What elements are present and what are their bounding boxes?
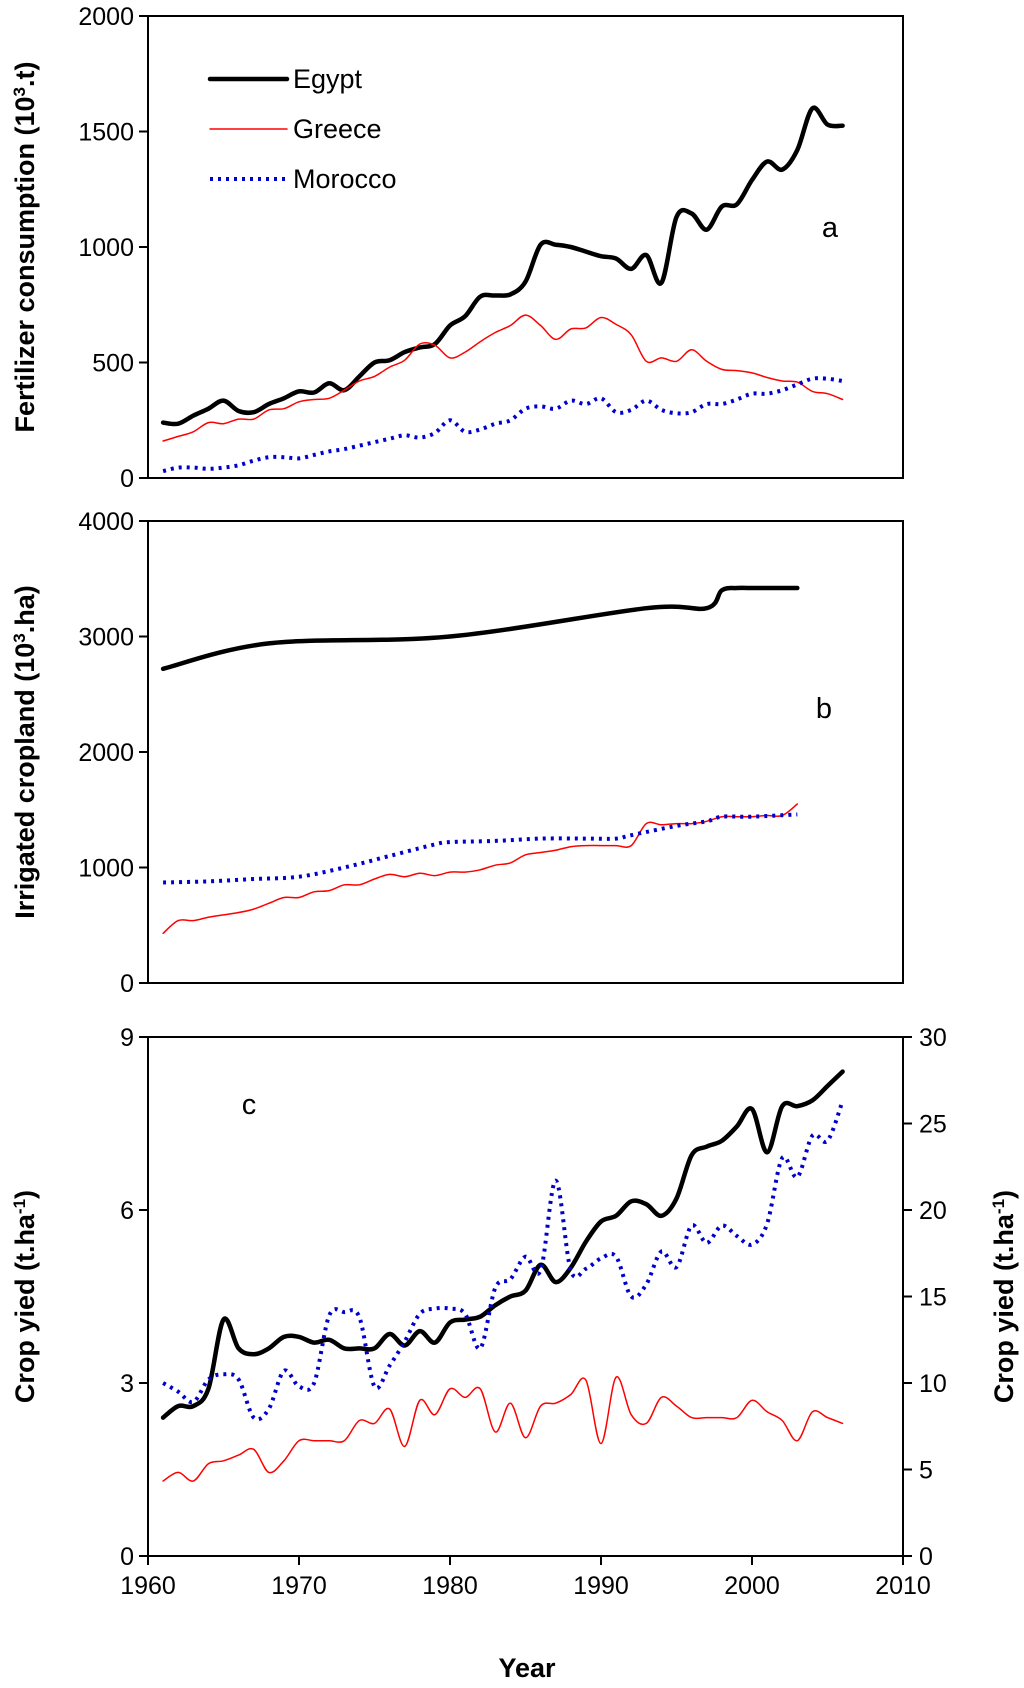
y-axis-title-text: Crop yied (t.ha — [10, 1213, 40, 1403]
series-line-greece — [162, 803, 799, 935]
y-tick-label: 2000 — [78, 739, 134, 767]
series-line-egypt — [160, 585, 800, 672]
x-tick-label: 1970 — [271, 1572, 327, 1600]
y-tick-label: 2000 — [78, 3, 134, 31]
panel-letter: b — [816, 693, 832, 725]
series-line-greece — [162, 314, 844, 442]
y-axis-title: Irrigated cropland (103.ha) — [10, 585, 41, 919]
y-tick-label: 4000 — [78, 508, 134, 536]
y-tick-label: 0 — [120, 970, 134, 998]
y-right-axis-title-superscript: -1 — [989, 1199, 1008, 1214]
y-axis-title-superscript: -1 — [10, 1199, 29, 1214]
series-line-egypt — [160, 105, 845, 427]
y-axis-title-text: Fertilizer consumption (10 — [10, 96, 40, 432]
x-axis-title: Year — [498, 1653, 556, 1683]
y-axis-title-suffix: ) — [10, 1190, 40, 1199]
y-tick-label: 3000 — [78, 624, 134, 652]
panel-letter: c — [242, 1089, 257, 1121]
series-line-egypt — [160, 1069, 845, 1420]
legend-label-greece: Greece — [293, 114, 382, 144]
y-right-tick-label: 25 — [919, 1111, 947, 1139]
legend-label-egypt: Egypt — [293, 64, 363, 94]
panel-b: 0 1000 2000 3000 4000 b — [78, 508, 904, 998]
y-right-tick-label: 30 — [919, 1024, 947, 1052]
series-line-greece — [162, 1376, 844, 1482]
x-tick-label: 1990 — [573, 1572, 629, 1600]
legend-label-morocco: Morocco — [293, 164, 397, 194]
y-axis-title: Fertilizer consumption (103.t) — [10, 61, 41, 432]
x-tick-label: 1980 — [422, 1572, 478, 1600]
y-right-tick-label: 20 — [919, 1197, 947, 1225]
y-axis-title-superscript: 3 — [10, 633, 29, 642]
y-right-tick-label: 0 — [919, 1543, 933, 1571]
y-axis-title-suffix: .ha) — [10, 585, 40, 633]
y-tick-label: 6 — [120, 1197, 134, 1225]
y-axis-title-text: Irrigated cropland (10 — [10, 643, 40, 919]
y-tick-label: 500 — [92, 350, 134, 378]
panel-c: 0 3 6 9 0 5 10 15 20 25 30 1960 1970 1980 1990 2000 2010… — [120, 1024, 947, 1600]
y-right-tick-label: 15 — [919, 1284, 947, 1312]
y-tick-label: 1500 — [78, 119, 134, 147]
x-tick-label: 1960 — [120, 1572, 176, 1600]
y-right-axis-title-text: Crop yied (t.ha — [989, 1213, 1019, 1403]
y-right-tick-label: 5 — [919, 1457, 933, 1485]
series-line-morocco — [163, 812, 798, 885]
plot-frame — [147, 520, 904, 984]
series-line-morocco — [162, 1100, 845, 1422]
y-tick-label: 1000 — [78, 855, 134, 883]
y-tick-label: 9 — [120, 1024, 134, 1052]
y-axis-title-superscript: 3 — [10, 87, 29, 96]
legend: Egypt Greece Morocco — [207, 64, 397, 194]
y-axis-title: Crop yied (t.ha-1) — [10, 1190, 41, 1403]
panel-a: 0 500 1000 1500 2000 a Egypt Greece Morocco — [78, 3, 904, 493]
series-line-morocco — [162, 376, 843, 474]
y-right-axis-title-suffix: ) — [989, 1190, 1019, 1199]
y-tick-label: 0 — [120, 465, 134, 493]
y-right-tick-label: 10 — [919, 1370, 947, 1398]
panel-letter: a — [822, 212, 839, 244]
y-tick-label: 0 — [120, 1543, 134, 1571]
y-right-axis-title: Crop yied (t.ha-1) — [989, 1190, 1020, 1403]
x-tick-label: 2000 — [724, 1572, 780, 1600]
plot-frame — [147, 1036, 904, 1557]
y-tick-label: 1000 — [78, 234, 134, 262]
x-tick-label: 2010 — [875, 1572, 931, 1600]
y-axis-title-suffix: .t) — [10, 61, 40, 86]
y-tick-label: 3 — [120, 1370, 134, 1398]
